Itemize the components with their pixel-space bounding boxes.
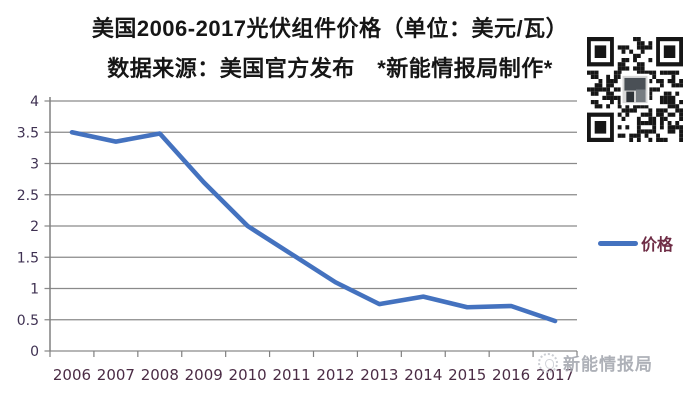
svg-text:3: 3 <box>30 157 39 173</box>
watermark-text: 新能情报局 <box>563 355 653 374</box>
svg-text:0: 0 <box>30 344 39 360</box>
svg-text:4: 4 <box>30 94 39 110</box>
watermark: 新能情报局 <box>538 350 653 375</box>
svg-text:2011: 2011 <box>272 366 310 384</box>
price-series-label: 价格 <box>641 237 674 254</box>
svg-text:1.5: 1.5 <box>17 250 39 266</box>
svg-text:2013: 2013 <box>360 366 398 384</box>
svg-text:2.5: 2.5 <box>17 188 39 204</box>
circle-logo-icon <box>538 352 558 373</box>
wechat-qr-code-icon <box>587 37 683 142</box>
svg-text:1: 1 <box>30 282 39 298</box>
svg-text:2010: 2010 <box>229 366 267 384</box>
svg-text:2015: 2015 <box>448 366 486 384</box>
page-subtitle: 数据来源：美国官方发布 *新能情报局制作* <box>107 56 553 81</box>
svg-text:3.5: 3.5 <box>17 125 39 141</box>
svg-text:2014: 2014 <box>404 366 442 384</box>
svg-text:2012: 2012 <box>316 366 354 384</box>
svg-text:2008: 2008 <box>141 366 179 384</box>
svg-text:2007: 2007 <box>97 366 135 384</box>
price-series-swatch-icon <box>598 240 638 246</box>
chart-legend: 价格 <box>598 231 673 255</box>
svg-text:2006: 2006 <box>53 366 91 384</box>
page-title: 美国2006-2017光伏组件价格（单位：美元/瓦） <box>91 16 569 41</box>
svg-text:0.5: 0.5 <box>17 313 39 329</box>
svg-text:2016: 2016 <box>492 366 530 384</box>
svg-text:2009: 2009 <box>185 366 223 384</box>
svg-text:2: 2 <box>30 219 39 235</box>
